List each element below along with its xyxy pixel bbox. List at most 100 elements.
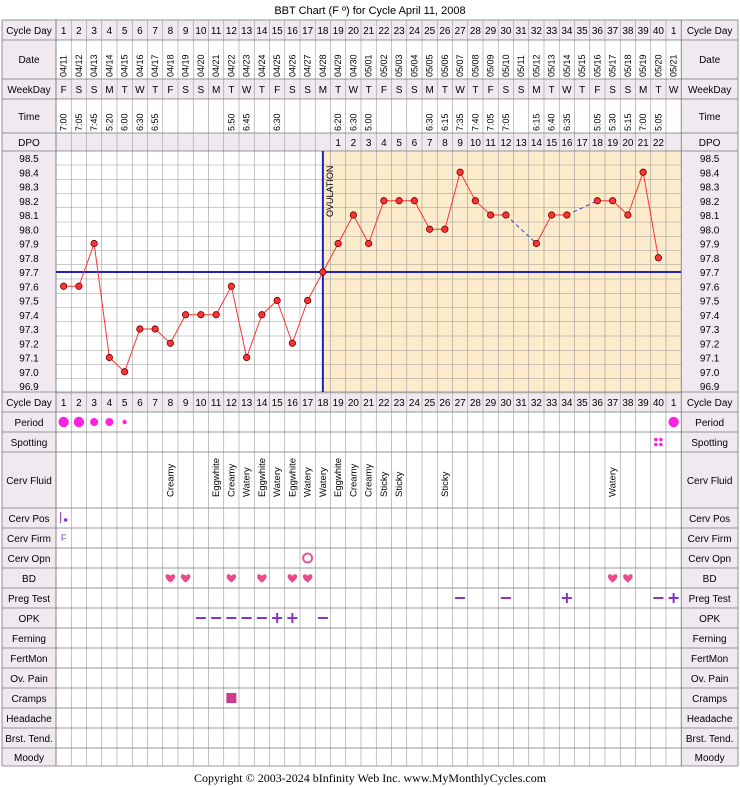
temp-tick-label: 97.9 <box>19 240 39 251</box>
date-label: 04/27 <box>303 54 313 77</box>
date-label: 04/22 <box>226 54 236 77</box>
temp-point <box>624 211 632 219</box>
cycle-day-label-bottom: 39 <box>638 398 650 409</box>
cycle-day-label-bottom: 31 <box>516 398 528 409</box>
temp-point <box>349 211 357 219</box>
temp-line-segment <box>444 172 461 230</box>
cycle-day-label: 18 <box>317 26 329 37</box>
temp-line-segment <box>246 314 263 358</box>
cycle-day-label: 2 <box>76 26 82 37</box>
weekday-label: S <box>76 85 83 96</box>
dpo-label: 17 <box>577 138 589 149</box>
bd-heart <box>165 574 176 583</box>
cycle-day-label: 1 <box>671 26 677 37</box>
temp-point <box>441 225 449 233</box>
temp-point <box>334 239 342 248</box>
dpo-label: 3 <box>366 138 372 149</box>
temp-point <box>319 268 327 276</box>
temp-line-segment <box>642 172 659 258</box>
row-label-right-cerv_opn: Cerv Opn <box>688 554 731 565</box>
cycle-day-label: 24 <box>409 26 421 37</box>
row-label-cerv_firm: Cerv Firm <box>7 534 51 545</box>
temp-point <box>410 197 418 205</box>
weekday-label: T <box>259 85 265 96</box>
row-label-dpo: DPO <box>18 138 40 149</box>
temp-point <box>182 311 190 319</box>
weekday-label: W <box>349 85 359 96</box>
cycle-day-label: 11 <box>211 26 222 37</box>
row-label-moody: Moody <box>14 753 44 764</box>
row-label-right-ferning: Ferning <box>693 634 727 645</box>
temp-point <box>563 211 571 219</box>
weekday-label: M <box>425 85 433 96</box>
cycle-day-label: 31 <box>516 26 528 37</box>
cycle-day-label: 33 <box>546 26 558 37</box>
weekday-label: S <box>289 85 296 96</box>
cerv-fluid-label: Eggwhite <box>257 458 268 497</box>
weekday-label: S <box>198 85 205 96</box>
temp-point <box>60 282 68 290</box>
row-label-right-dpo: DPO <box>699 138 721 149</box>
temp-tick-label: 98.2 <box>19 197 39 208</box>
cycle-day-label-bottom: 11 <box>211 398 222 409</box>
row-label-cramps: Cramps <box>11 694 46 705</box>
period-dot <box>122 419 127 425</box>
dpo-label: 11 <box>485 138 496 149</box>
dpo-label: 19 <box>607 138 619 149</box>
temp-point <box>380 197 388 205</box>
row-label-headache: Headache <box>6 714 52 725</box>
cycle-day-label: 1 <box>61 26 67 37</box>
weekday-label: W <box>562 85 572 96</box>
date-label: 04/13 <box>89 54 99 77</box>
date-label: 05/13 <box>547 54 557 77</box>
temp-tick-label: 97.3 <box>19 325 39 336</box>
temp-tick-label: 97.6 <box>19 282 39 293</box>
bd-heart <box>287 574 298 583</box>
cycle-day-label-bottom: 15 <box>272 398 284 409</box>
row-label-right-headache: Headache <box>687 714 733 725</box>
cycle-day-label-bottom: 22 <box>378 398 390 409</box>
row-label-right-cycle_day: Cycle Day <box>687 398 733 409</box>
row-label-cerv_pos: Cerv Pos <box>8 514 49 525</box>
cycle-day-label-bottom: 16 <box>287 398 299 409</box>
cycle-day-label: 27 <box>455 26 467 37</box>
row-label-ov_pain: Ov. Pain <box>10 674 48 685</box>
time-label: 7:05 <box>501 113 511 131</box>
row-label-right-cerv_firm: Cerv Firm <box>688 534 732 545</box>
bd-heart <box>180 574 191 583</box>
period-dot <box>58 416 69 428</box>
date-label: 05/08 <box>470 54 480 77</box>
cerv-fluid-label: Eggwhite <box>333 458 344 497</box>
time-label: 6:35 <box>562 113 572 131</box>
date-label: 04/18 <box>165 54 175 77</box>
spotting-dot <box>659 437 663 442</box>
temp-point <box>304 296 312 305</box>
time-label: 7:00 <box>59 113 69 131</box>
cycle-day-label: 38 <box>622 26 634 37</box>
date-label: 05/07 <box>455 54 465 77</box>
cycle-day-label-bottom: 35 <box>577 398 589 409</box>
date-label: 04/28 <box>318 54 328 77</box>
temp-line-segment <box>459 172 476 201</box>
cycle-day-label: 21 <box>363 26 375 37</box>
time-label: 5:20 <box>104 113 114 131</box>
weekday-label: F <box>488 85 494 96</box>
time-label: 5:00 <box>364 113 374 131</box>
temp-tick-label: 97.0 <box>19 368 39 379</box>
weekday-label: T <box>579 85 585 96</box>
ovulation-label: OVULATION <box>325 166 335 217</box>
weekday-label: T <box>472 85 478 96</box>
time-label: 5:30 <box>608 113 618 131</box>
cerv-fluid-label: Creamy <box>364 463 375 497</box>
temp-line-segment <box>352 214 370 244</box>
bd-heart <box>623 574 633 583</box>
cerv-fluid-label: Eggwhite <box>287 458 298 497</box>
bd-heart <box>607 574 618 583</box>
cycle-day-label-bottom: 30 <box>500 398 512 409</box>
date-label: 05/18 <box>623 54 633 77</box>
date-label: 04/19 <box>181 54 191 77</box>
temp-tick-label-right: 98.0 <box>700 225 720 236</box>
temp-point <box>90 239 98 248</box>
row-label-right-fertmon: FertMon <box>691 654 728 665</box>
cycle-day-label-bottom: 9 <box>183 398 189 409</box>
